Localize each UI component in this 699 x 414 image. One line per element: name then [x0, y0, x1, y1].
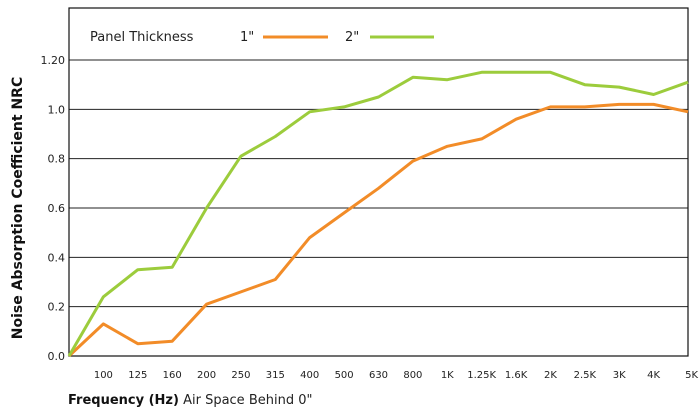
x-tick-label: 250 [231, 370, 250, 381]
x-tick-label: 800 [403, 370, 422, 381]
series-line-1 [67, 70, 689, 357]
x-tick-label: 125 [128, 370, 147, 381]
x-tick-label: 315 [266, 370, 285, 381]
y-tick-label: 0.2 [48, 301, 66, 314]
x-tick-label: 1K [441, 370, 454, 381]
legend-label-2in: 2" [345, 30, 359, 45]
y-tick-label: 1.20 [41, 54, 66, 67]
x-tick-label: 160 [163, 370, 182, 381]
x-axis-label: Frequency (Hz) Air Space Behind 0" [68, 393, 312, 408]
legend-title: Panel Thickness [90, 30, 194, 45]
legend-label-1in: 1" [240, 30, 254, 45]
x-tick-label: 630 [369, 370, 388, 381]
y-tick-label: 0.0 [48, 350, 66, 363]
y-tick-label: 0.6 [48, 202, 66, 215]
x-tick-label: 200 [197, 370, 216, 381]
x-tick-label: 3K [613, 370, 626, 381]
x-axis-label-rest: Air Space Behind 0" [179, 393, 313, 408]
y-tick-label: 1.0 [48, 103, 66, 116]
x-tick-label: 5K [685, 370, 698, 381]
x-tick-label: 4K [647, 370, 660, 381]
x-tick-label: 1.25K [467, 370, 496, 381]
data-series [67, 70, 689, 358]
series-line-0 [67, 102, 689, 358]
x-tick-label: 100 [94, 370, 113, 381]
plot-frame [68, 7, 689, 357]
x-tick-labels: 100 125 160 200 250 315 400 500 630 800 1K 1.25K 1.6… [94, 370, 699, 381]
gridlines [69, 59, 688, 308]
y-tick-label: 0.4 [48, 251, 66, 264]
y-axis-label: Noise Absorption Coefficient NRC [10, 77, 26, 339]
x-tick-label: 2K [544, 370, 557, 381]
x-tick-label: 1.6K [505, 370, 528, 381]
legend: Panel Thickness 1" 2" [90, 30, 434, 45]
y-tick-label: 0.8 [48, 153, 66, 166]
y-tick-labels: 0.0 0.2 0.4 0.6 0.8 1.0 1.20 [41, 54, 66, 363]
x-tick-label: 400 [300, 370, 319, 381]
x-axis-label-bold: Frequency (Hz) [68, 393, 179, 408]
x-tick-label: 500 [335, 370, 354, 381]
x-tick-label: 2.5K [574, 370, 597, 381]
